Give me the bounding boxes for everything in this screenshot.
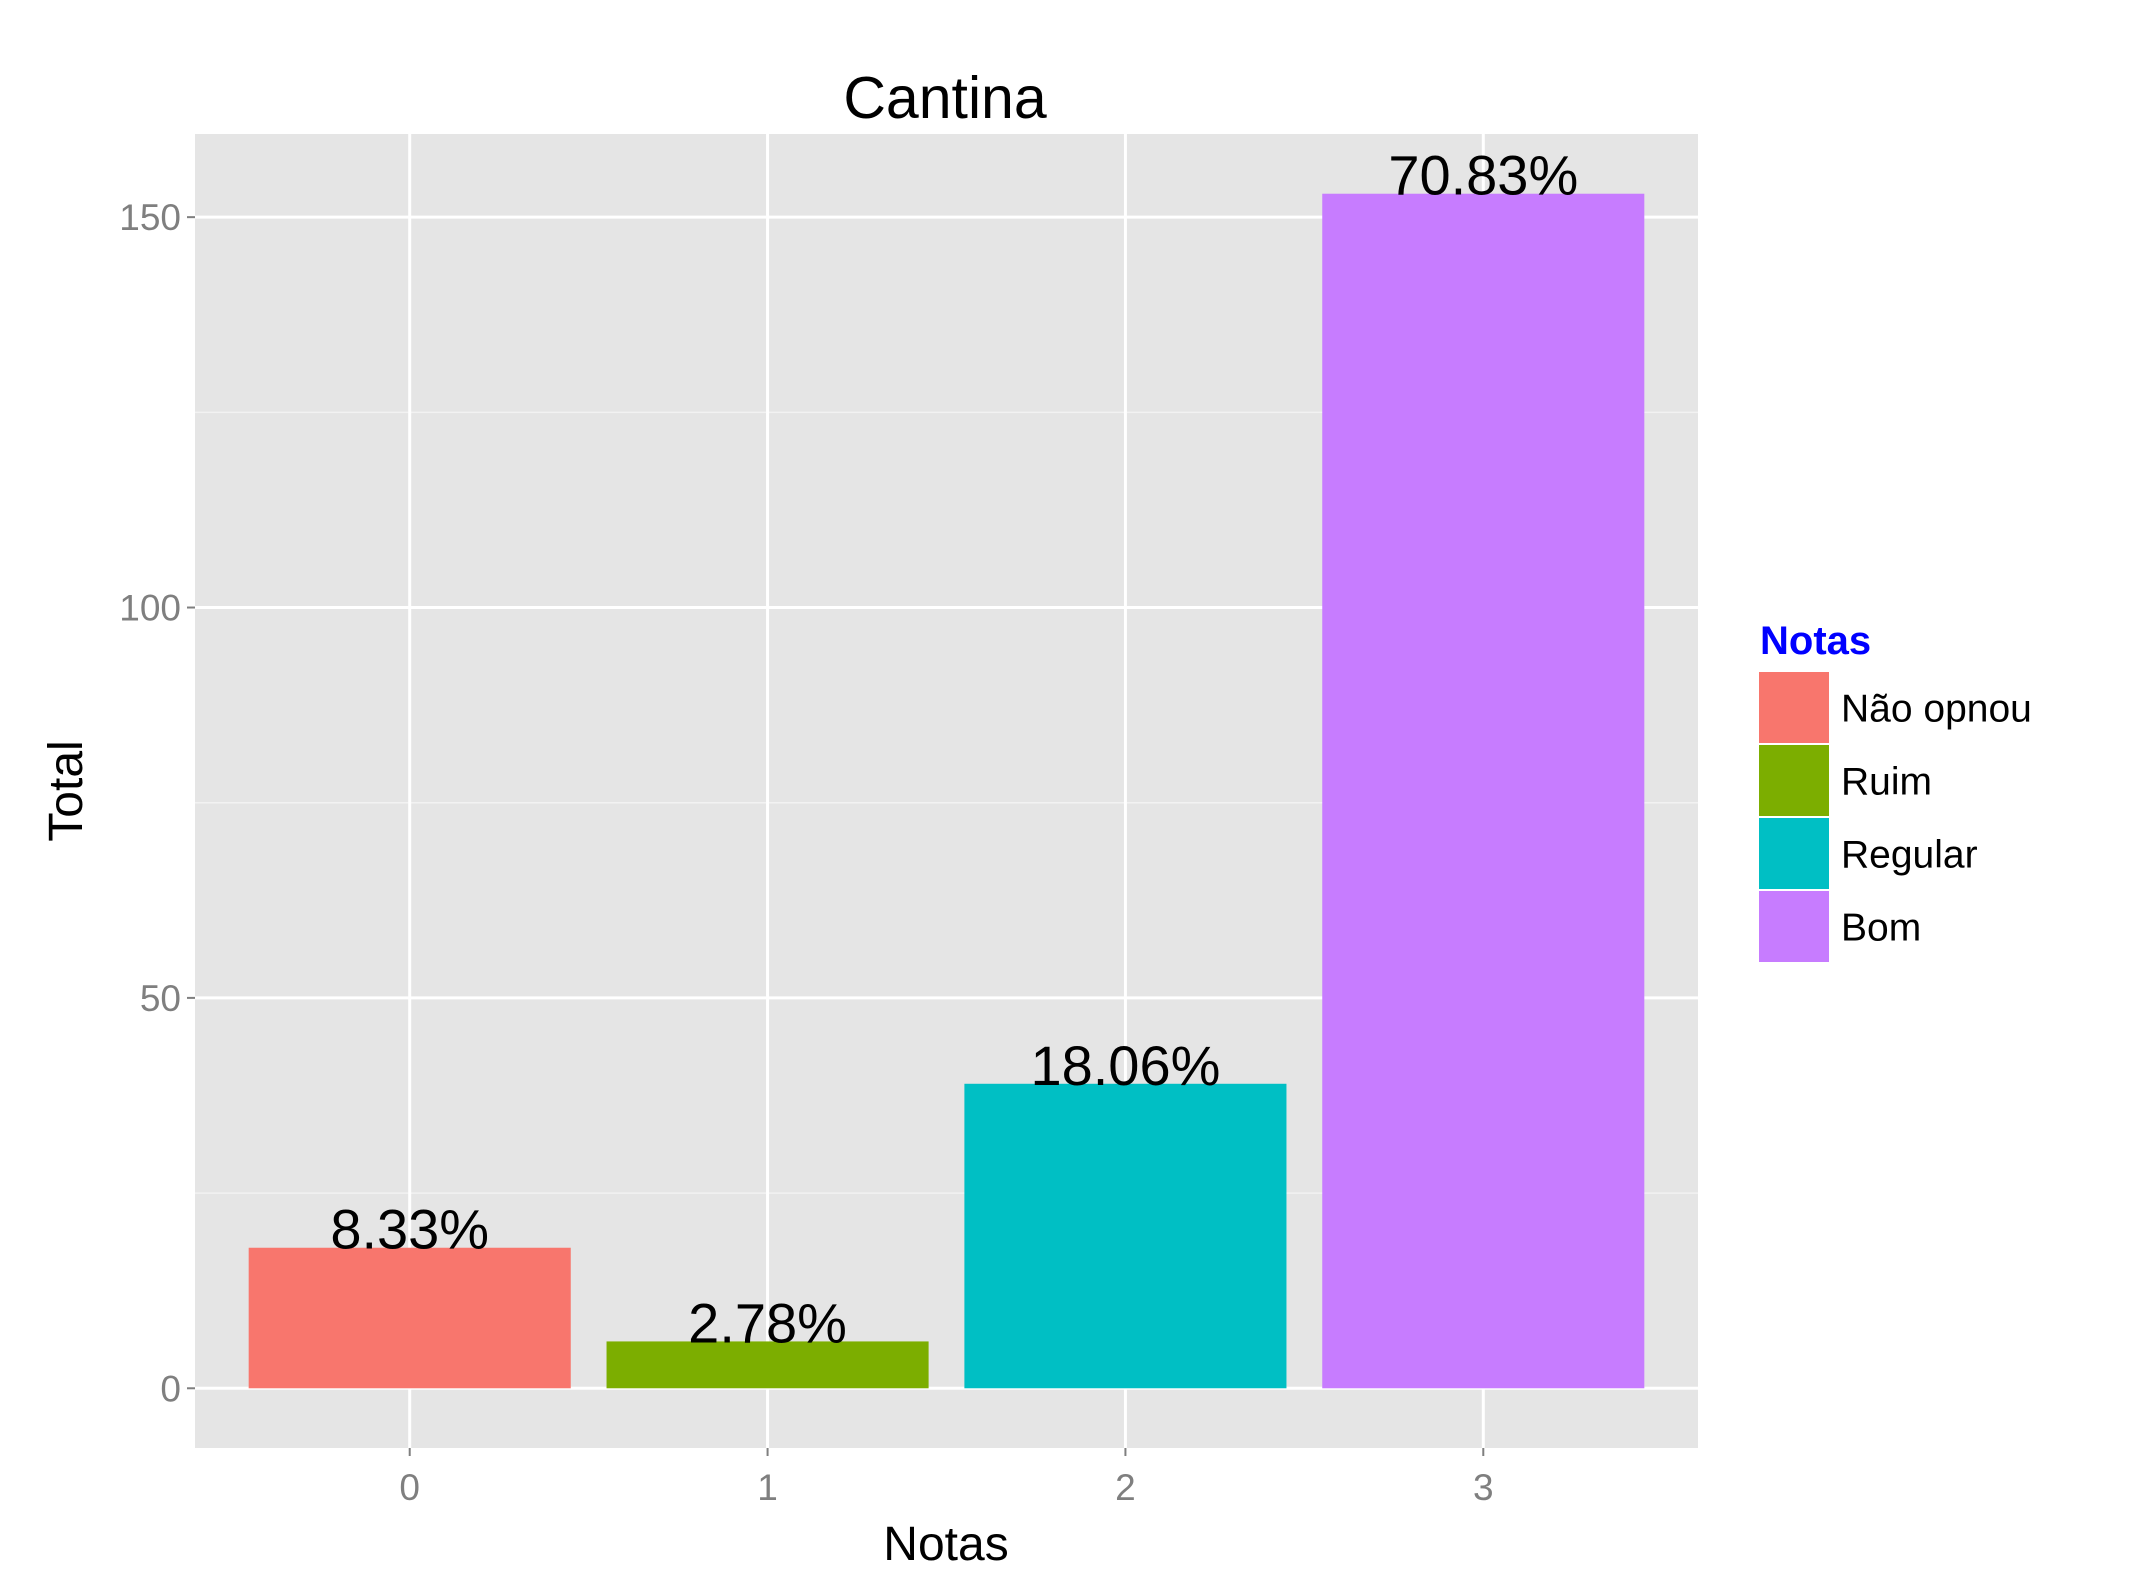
y-tick-label: 0 [160,1368,181,1409]
legend-key [1757,889,1831,964]
x-tick-label: 0 [399,1467,420,1508]
legend-entry-label: Não opnou [1841,688,2032,731]
legend-entry-label: Regular [1841,834,1978,877]
bar-0 [248,1247,571,1389]
legend-entry-label: Bom [1841,907,1921,950]
bar-3 [1322,193,1645,1389]
legend: Notas Não opnou Ruim Regular Bom [1757,619,2032,964]
bar-value-label: 18.06% [1030,1034,1220,1097]
bar-value-label: 8.33% [330,1198,489,1261]
bar-2 [964,1083,1287,1389]
bar-value-label: 70.83% [1388,144,1578,207]
legend-key [1757,743,1831,818]
y-tick-label: 150 [119,197,181,238]
bar-value-label: 2.78% [688,1291,847,1354]
chart-title: Cantina [843,65,1047,131]
y-tick-label: 100 [119,588,181,629]
bar-1 [606,1341,929,1389]
legend-key [1757,816,1831,891]
x-tick-label: 3 [1473,1467,1494,1508]
y-axis-title: Total [40,740,93,841]
axis-ticks: 0 50 100 150 0 1 2 3 [119,197,1493,1508]
legend-title: Notas [1760,619,1871,663]
x-axis-title: Notas [883,1518,1008,1571]
legend-entry-label: Ruim [1841,761,1932,804]
bars-group: 8.33% 2.78% 18.06% 70.83% [248,144,1645,1389]
x-tick-label: 2 [1115,1467,1136,1508]
x-tick-label: 1 [757,1467,778,1508]
legend-key [1757,670,1831,745]
y-tick-label: 50 [140,978,181,1019]
